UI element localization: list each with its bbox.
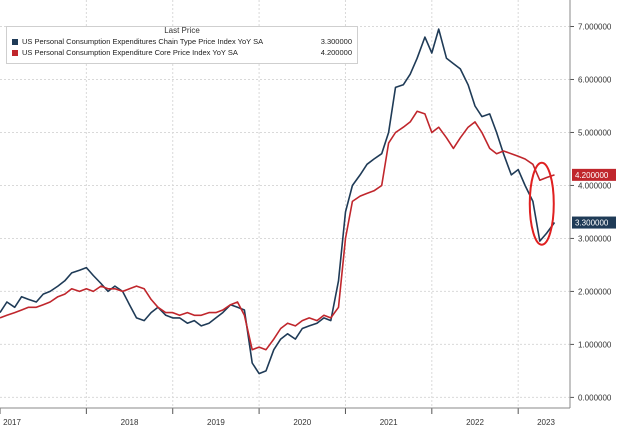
legend-title: Last Price xyxy=(164,26,200,35)
y-tick-label: 7.000000 xyxy=(578,22,612,31)
y-tick-label: 0.000000 xyxy=(578,393,612,402)
y-tick-label: 3.000000 xyxy=(578,234,612,243)
last-value-label-1: 4.200000 xyxy=(575,171,609,180)
last-value-tag-1 xyxy=(572,168,616,181)
series-layer xyxy=(0,28,556,375)
legend-swatch-core-pce xyxy=(12,50,18,56)
x-axis: 2017 2018 2019 2020 2021 2022 2023 xyxy=(0,407,570,427)
x-tick-label: 2023 xyxy=(537,418,555,427)
series-line-0 xyxy=(0,28,556,375)
legend-entry-core-pce: US Personal Consumption Expenditure Core… xyxy=(12,48,352,58)
last-value-tag-0 xyxy=(572,216,616,229)
x-tick-label: 2021 xyxy=(380,418,398,427)
legend-label-core-pce: US Personal Consumption Expenditure Core… xyxy=(22,48,238,57)
x-tick-label: 2022 xyxy=(466,418,484,427)
y-tick-label: 2.000000 xyxy=(578,287,612,296)
x-tick-label: 2018 xyxy=(121,418,139,427)
last-value-label-0: 3.300000 xyxy=(575,219,609,228)
x-tick-label: 2020 xyxy=(293,418,311,427)
legend: Last Price US Personal Consumption Expen… xyxy=(6,26,358,64)
x-tick-label: 2017 xyxy=(3,418,21,427)
legend-value-pce: 3.300000 xyxy=(320,37,352,46)
legend-value-core-pce: 4.200000 xyxy=(320,48,352,57)
y-tick-label: 4.000000 xyxy=(578,181,612,190)
y-axis: 0.000000 1.000000 2.000000 3.000000 4.000000… xyxy=(569,0,616,408)
highlight-ellipse xyxy=(528,161,555,246)
y-tick-label: 1.000000 xyxy=(578,340,612,349)
legend-swatch-pce xyxy=(12,39,18,45)
series-line-1 xyxy=(0,110,555,351)
y-tick-label: 5.000000 xyxy=(578,128,612,137)
y-tick-label: 6.000000 xyxy=(578,75,612,84)
annotation-layer xyxy=(528,161,555,246)
legend-entry-pce: US Personal Consumption Expenditures Cha… xyxy=(12,37,352,47)
x-tick-label: 2019 xyxy=(207,418,225,427)
legend-label-pce: US Personal Consumption Expenditures Cha… xyxy=(22,37,264,46)
